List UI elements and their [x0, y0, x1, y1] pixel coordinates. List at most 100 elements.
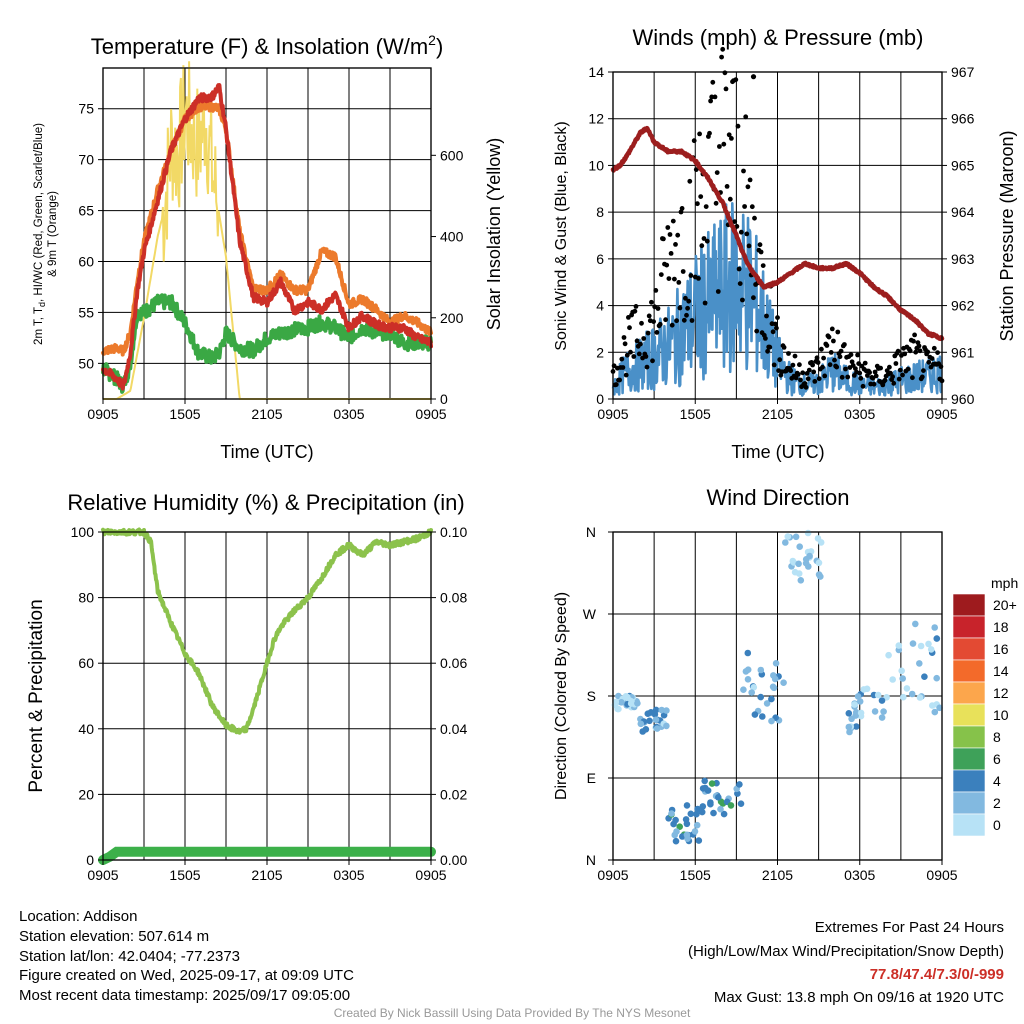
wind-gust-dot [811, 369, 817, 375]
wind-gust-dot [917, 348, 923, 354]
wind-gust-dot [767, 344, 773, 350]
temperature-ytick-label: 65 [78, 203, 94, 219]
wind-gust-dot [758, 249, 764, 255]
wind-gust-dot [665, 225, 671, 230]
pressure-ytick-right-label: 962 [951, 298, 975, 314]
direction-point [751, 711, 759, 718]
direction-point [929, 702, 936, 709]
wind-gust-dot [774, 325, 779, 331]
wind-gust-dot [822, 373, 828, 379]
wind-gust-dot [929, 356, 935, 361]
wind-gust-dot [839, 374, 845, 380]
direction-point [744, 676, 752, 683]
wind-gust-dot [661, 236, 666, 242]
wind-gust-dot [806, 367, 812, 373]
wind-gust-dot [797, 362, 802, 368]
direction-point [652, 706, 660, 714]
wind-gust-dot [687, 178, 693, 184]
wind-gust-dot [812, 379, 818, 384]
wind-gust-dot [912, 332, 917, 338]
direction-point [802, 556, 810, 563]
humidity-ytick-label: 80 [78, 590, 94, 606]
temperature-ylabel: 2m T, Td, HI/WC (Red, Green, Scarlet/Blu… [33, 123, 47, 345]
wind-gust-dot [887, 364, 892, 370]
humidity-ytick-label: 100 [71, 524, 95, 540]
wind-gust-dot [820, 364, 825, 370]
wind-gust-dot [646, 313, 652, 319]
direction-point [780, 679, 787, 686]
direction-xtick-label: 0305 [844, 867, 875, 883]
temperature-xtick-label: 2105 [251, 406, 282, 422]
wind-gust-dot [643, 354, 649, 359]
wind-gust-dot [873, 373, 879, 379]
wind-gust-dot [810, 362, 815, 368]
wind-gust-dot [720, 46, 726, 52]
direction-point [676, 823, 683, 830]
wind-gust-dot [752, 215, 757, 221]
direction-point [687, 810, 695, 818]
wind-gust-dot [663, 317, 668, 323]
wind-gust-dot [792, 353, 798, 359]
direction-point [925, 640, 932, 648]
wind-gust-dot [654, 330, 660, 335]
precipitation-ytick-right-label: 0.02 [440, 786, 467, 802]
speed-legend-label: 6 [993, 751, 1001, 767]
wind-gust-dot [878, 365, 883, 371]
wind-gust-dot [632, 308, 638, 314]
speed-legend-swatch [952, 791, 986, 815]
wind-gust-dot [733, 77, 739, 83]
direction-point [845, 723, 853, 731]
wind-gust-dot [831, 338, 836, 344]
speed-legend-swatch [952, 593, 986, 617]
speed-legend-swatch [952, 637, 986, 661]
wind-gust-dot [697, 131, 702, 137]
humidity-xtick-label: 1505 [169, 867, 200, 883]
wind-gust-dot [837, 354, 843, 360]
wind-gust-dot [628, 349, 633, 355]
direction-point [670, 820, 677, 828]
wind-gust-dot [795, 371, 801, 377]
wind-gust-dot [681, 317, 687, 323]
temperature-xtick-label: 0905 [415, 406, 446, 422]
wind-gust-dot [935, 350, 940, 355]
temperature-ytick-label: 55 [78, 304, 94, 320]
direction-xtick-label: 2105 [762, 867, 793, 883]
wind-gust-dot [617, 377, 622, 383]
wind-gust-dot [897, 367, 903, 373]
wind-gust-dot [638, 341, 643, 347]
wind-gust-dot [824, 343, 830, 348]
speed-legend-label: 18 [993, 619, 1009, 635]
direction-point [815, 559, 823, 567]
wind-gust-dot [653, 288, 659, 293]
wind-gust-dot [666, 276, 672, 281]
direction-point [715, 794, 722, 801]
wind-gust-dot [893, 361, 899, 366]
direction-point [895, 642, 903, 649]
wind-gust-dot [667, 232, 673, 237]
wind-gust-dot [763, 336, 768, 341]
wind-gust-dot [871, 381, 877, 387]
direction-point [693, 821, 701, 829]
precipitation-ytick-right-label: 0.08 [440, 590, 467, 606]
wind-gust-dot [702, 300, 708, 306]
wind-gust-dot [623, 372, 629, 378]
direction-point [846, 728, 853, 736]
wind-gust-dot [745, 184, 751, 190]
direction-point [683, 831, 691, 839]
wind-gust-dot [675, 232, 681, 238]
temperature-ytick-label: 70 [78, 152, 94, 168]
direction-point [931, 708, 939, 716]
max-gust: Max Gust: 13.8 mph On 09/16 at 1920 UTC [713, 989, 1004, 1006]
wind-gust-dot [913, 349, 919, 355]
wind-gust-dot [736, 266, 742, 272]
wind-gust-dot [704, 238, 710, 244]
wind-gust-dot [781, 345, 787, 350]
wind-gust-dot [727, 196, 733, 202]
speed-legend-label: 2 [993, 795, 1001, 811]
direction-point [880, 708, 887, 715]
wind-gust-dot [827, 362, 833, 368]
humidity-ylabel: Percent & Precipitation [26, 599, 47, 792]
wind-gust-dot [699, 243, 705, 249]
max-gust-dot [750, 74, 757, 80]
